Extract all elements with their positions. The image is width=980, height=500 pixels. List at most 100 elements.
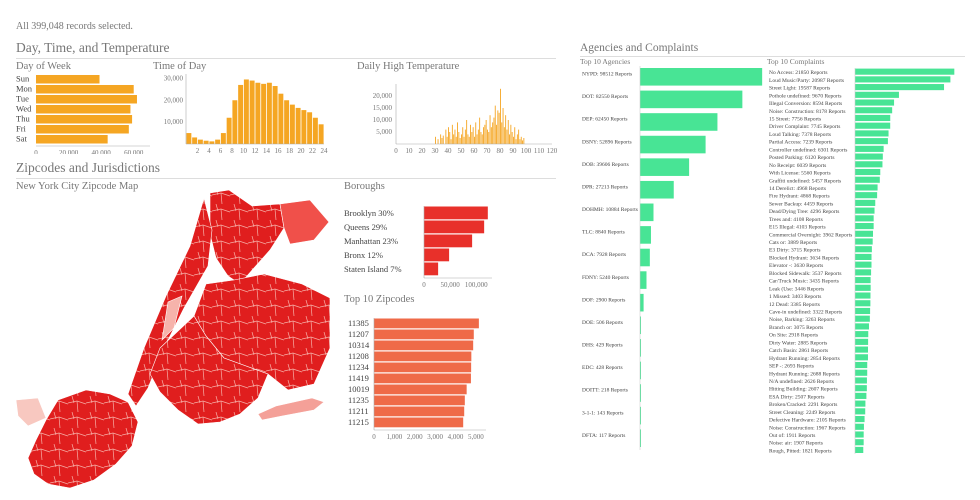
temp-bar[interactable]	[515, 139, 517, 144]
map-jersey-edge[interactable]	[161, 295, 183, 341]
hour-bar[interactable]	[261, 83, 267, 144]
borough-bar[interactable]	[424, 262, 439, 276]
agency-bar[interactable]	[640, 339, 641, 357]
agency-bar[interactable]	[640, 113, 718, 131]
complaint-bar[interactable]	[855, 68, 955, 75]
temp-bar[interactable]	[468, 136, 470, 144]
complaint-bar[interactable]	[855, 153, 883, 160]
complaint-bar[interactable]	[855, 114, 891, 122]
agency-bar[interactable]	[640, 429, 641, 447]
complaint-bar[interactable]	[855, 346, 869, 353]
complaint-bar[interactable]	[855, 107, 893, 114]
temp-bar[interactable]	[489, 115, 491, 144]
complaint-bar[interactable]	[855, 431, 864, 438]
complaint-bar[interactable]	[855, 354, 868, 361]
agency-bar[interactable]	[640, 203, 654, 222]
complaint-bar[interactable]	[855, 446, 864, 453]
temp-bar[interactable]	[500, 88, 501, 144]
temp-bar[interactable]	[450, 139, 452, 144]
temp-bar[interactable]	[497, 110, 499, 144]
temp-bar[interactable]	[481, 134, 483, 144]
temp-bar[interactable]	[506, 129, 508, 144]
temp-bar[interactable]	[440, 134, 442, 144]
temp-bar[interactable]	[487, 129, 488, 144]
temp-bar[interactable]	[453, 134, 455, 144]
borough-bar[interactable]	[424, 248, 450, 262]
complaint-bar[interactable]	[855, 184, 878, 191]
temp-bar[interactable]	[467, 134, 469, 144]
temp-bar[interactable]	[462, 127, 464, 144]
complaint-bar[interactable]	[855, 423, 864, 430]
hour-bar[interactable]	[209, 141, 215, 144]
complaint-bar[interactable]	[855, 91, 899, 98]
complaint-bar[interactable]	[855, 261, 872, 268]
hour-bar[interactable]	[215, 139, 221, 144]
temp-bar[interactable]	[442, 135, 444, 144]
temp-bar[interactable]	[451, 124, 453, 144]
agency-bar[interactable]	[640, 158, 690, 176]
temp-bar[interactable]	[441, 138, 443, 144]
temp-bar[interactable]	[435, 136, 436, 144]
agency-bar[interactable]	[640, 384, 641, 402]
day-bar[interactable]	[36, 75, 100, 84]
complaint-bar[interactable]	[855, 223, 874, 230]
agency-bar[interactable]	[640, 316, 641, 335]
agency-bar[interactable]	[640, 68, 763, 86]
complaint-bar[interactable]	[855, 138, 888, 145]
temp-bar[interactable]	[449, 132, 451, 144]
hour-bar[interactable]	[186, 133, 192, 144]
hour-bar[interactable]	[197, 139, 203, 144]
temp-bar[interactable]	[470, 124, 471, 144]
temp-bar[interactable]	[496, 124, 497, 144]
map-bronx-east[interactable]	[279, 199, 330, 245]
temp-bar[interactable]	[488, 132, 490, 144]
complaint-bar[interactable]	[855, 400, 866, 407]
complaint-bar[interactable]	[855, 199, 876, 206]
temp-bar[interactable]	[446, 136, 448, 144]
complaint-bar[interactable]	[855, 300, 871, 307]
temp-bar[interactable]	[455, 136, 457, 144]
hour-bar[interactable]	[243, 79, 249, 144]
zip-bar[interactable]	[374, 384, 467, 395]
complaint-bar[interactable]	[855, 192, 878, 199]
boroughs-chart[interactable]: Brooklyn 30% Queens 29% Manhattan 23% Bronx…	[338, 200, 498, 292]
complaint-bar[interactable]	[855, 238, 873, 245]
top-complaints-chart[interactable]: No Access: 21850 Reports Loud Music/Party…	[767, 66, 962, 458]
agency-bar[interactable]	[640, 271, 647, 289]
hour-bar[interactable]	[272, 86, 278, 144]
zip-bar[interactable]	[374, 329, 474, 340]
temp-bar[interactable]	[518, 129, 520, 144]
agency-bar[interactable]	[640, 90, 743, 109]
temp-bar[interactable]	[472, 127, 474, 144]
complaint-bar[interactable]	[855, 76, 951, 83]
temp-bar[interactable]	[471, 132, 473, 144]
complaint-bar[interactable]	[855, 99, 895, 106]
complaint-bar[interactable]	[855, 284, 871, 291]
agency-bar[interactable]	[640, 226, 651, 244]
temp-bar[interactable]	[511, 132, 513, 144]
complaint-bar[interactable]	[855, 385, 867, 392]
temperature-chart[interactable]: 0 10 20 30 40 50 60 70 80 90 100 110 120 5,000 10,000 1…	[352, 78, 562, 160]
complaint-bar[interactable]	[855, 176, 880, 183]
day-bar[interactable]	[36, 115, 133, 124]
temp-bar[interactable]	[458, 132, 460, 144]
hour-bar[interactable]	[307, 112, 313, 144]
zip-bar[interactable]	[374, 373, 471, 384]
complaint-bar[interactable]	[855, 130, 889, 137]
top-zipcodes-chart[interactable]: 1138511207103141120811234114191001911235…	[338, 314, 498, 448]
hour-bar[interactable]	[289, 104, 295, 144]
complaint-bar[interactable]	[855, 361, 868, 369]
map-rockaway[interactable]	[257, 397, 325, 421]
hour-bar[interactable]	[220, 133, 226, 144]
day-bar[interactable]	[36, 85, 134, 94]
top-agencies-chart[interactable]: NYPD: 98512 Reports DOT: 82550 Reports DEP…	[580, 66, 770, 458]
temp-bar[interactable]	[445, 129, 447, 144]
temp-bar[interactable]	[519, 139, 521, 144]
zip-bar[interactable]	[374, 318, 479, 329]
complaint-bar[interactable]	[855, 307, 871, 315]
temp-bar[interactable]	[474, 136, 475, 144]
complaint-bar[interactable]	[855, 439, 864, 446]
hour-bar[interactable]	[249, 80, 255, 144]
temp-bar[interactable]	[513, 136, 514, 144]
